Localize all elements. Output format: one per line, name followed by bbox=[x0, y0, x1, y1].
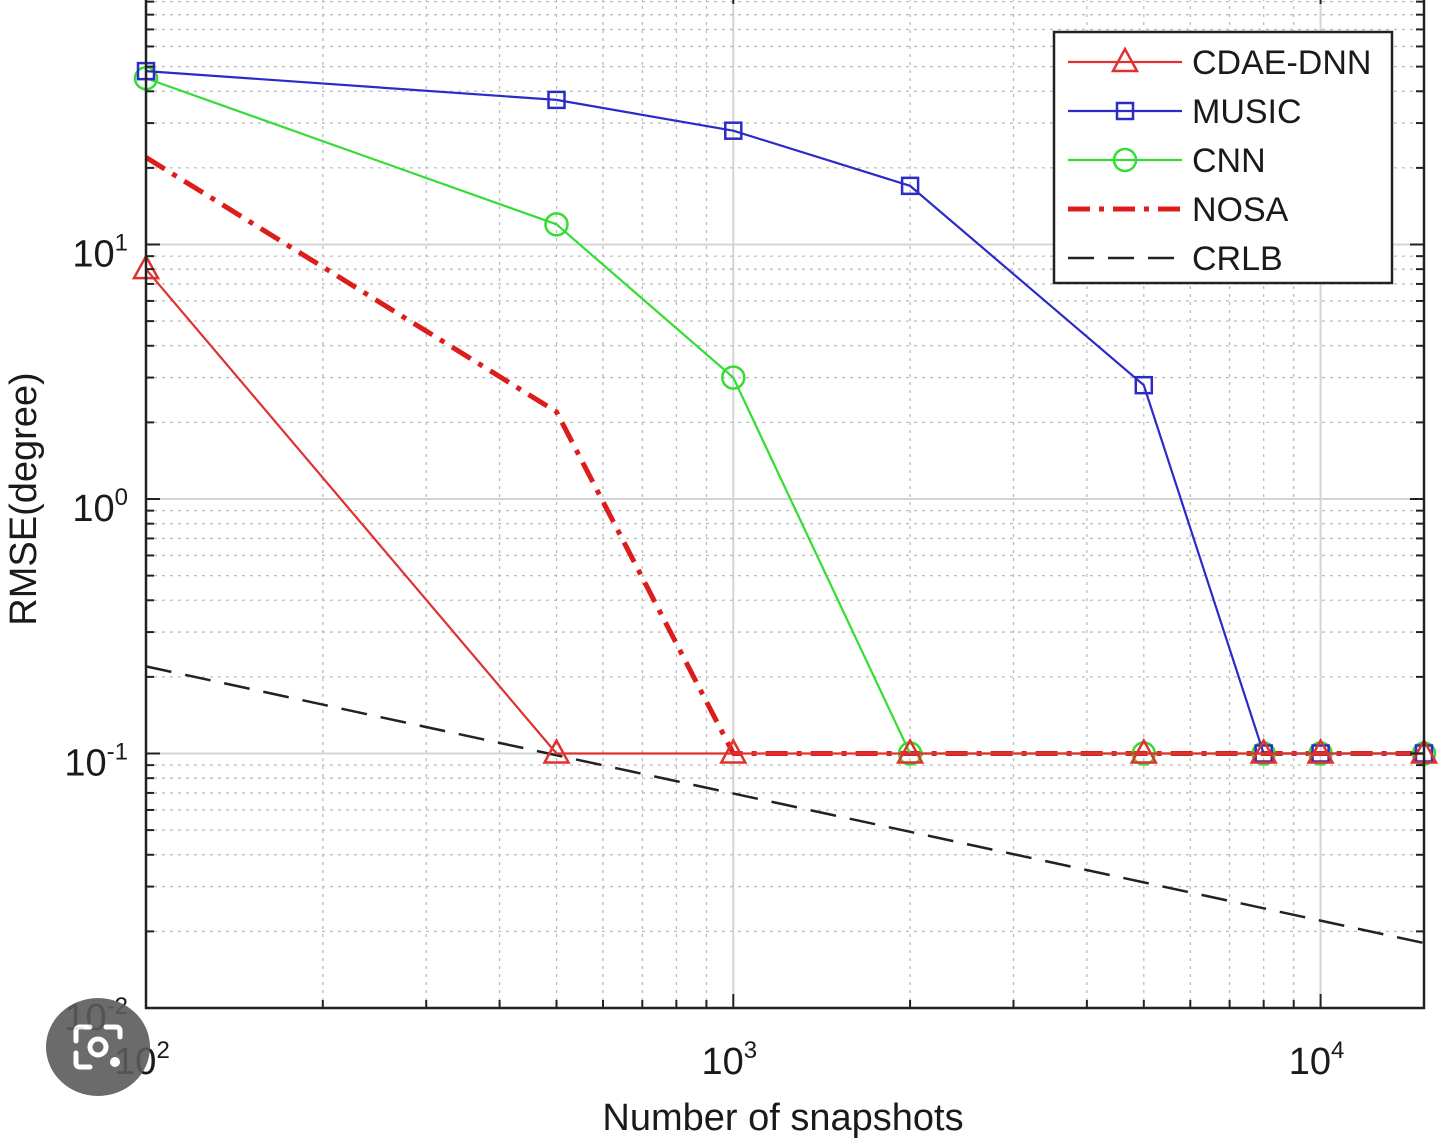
legend-item-cnn: CNN bbox=[1068, 142, 1266, 180]
legend-item-nosa: NOSA bbox=[1068, 191, 1289, 229]
y-axis-label: RMSE(degree) bbox=[3, 372, 45, 625]
plot-series bbox=[131, 61, 1438, 945]
data-point-cdae-dnn bbox=[719, 737, 748, 764]
x-tick-label: 104 bbox=[1289, 1037, 1345, 1083]
series-crlb bbox=[145, 665, 1425, 945]
legend-marker-cnn bbox=[1112, 147, 1138, 173]
legend-label-music: MUSIC bbox=[1192, 93, 1302, 131]
legend-label-nosa: NOSA bbox=[1192, 191, 1289, 229]
legend-marker-music bbox=[1115, 101, 1135, 121]
data-point-cdae-dnn bbox=[895, 737, 925, 764]
data-point-cnn bbox=[544, 212, 569, 237]
legend-label-crlb: CRLB bbox=[1192, 240, 1283, 278]
series-line-crlb bbox=[145, 665, 1425, 945]
data-point-cnn bbox=[721, 365, 746, 390]
data-point-cdae-dnn bbox=[1306, 737, 1335, 764]
data-point-music bbox=[900, 176, 920, 196]
image-search-lens-icon bbox=[73, 1024, 123, 1070]
legend-label-cnn: CNN bbox=[1192, 142, 1266, 180]
x-axis-label: Number of snapshots bbox=[602, 1097, 963, 1139]
data-point-cdae-dnn bbox=[542, 737, 571, 764]
data-point-music bbox=[1134, 375, 1154, 395]
legend-marker-cdae-dnn bbox=[1110, 46, 1140, 73]
image-search-lens-button[interactable] bbox=[46, 998, 150, 1096]
y-tick-label: 101 bbox=[72, 230, 128, 276]
legend-item-cdae-dnn: CDAE-DNN bbox=[1068, 44, 1371, 82]
legend-item-crlb: CRLB bbox=[1068, 240, 1283, 278]
data-point-music bbox=[547, 90, 566, 110]
data-point-cdae-dnn bbox=[1129, 737, 1158, 764]
legend: CDAE-DNN MUSIC CNN NOSA CRLB bbox=[1052, 30, 1394, 285]
series-cdae-dnn bbox=[131, 253, 1438, 764]
legend-label-cdae-dnn: CDAE-DNN bbox=[1192, 44, 1371, 82]
y-tick-label: 10-1 bbox=[64, 739, 128, 785]
data-point-cdae-dnn bbox=[1249, 737, 1278, 764]
legend-item-music: MUSIC bbox=[1068, 93, 1302, 131]
x-tick-label: 103 bbox=[701, 1037, 757, 1083]
legend-box bbox=[1052, 30, 1394, 285]
y-tick-label: 100 bbox=[72, 484, 128, 530]
data-point-music bbox=[724, 121, 743, 140]
series-line-cdae-dnn bbox=[145, 268, 1424, 755]
